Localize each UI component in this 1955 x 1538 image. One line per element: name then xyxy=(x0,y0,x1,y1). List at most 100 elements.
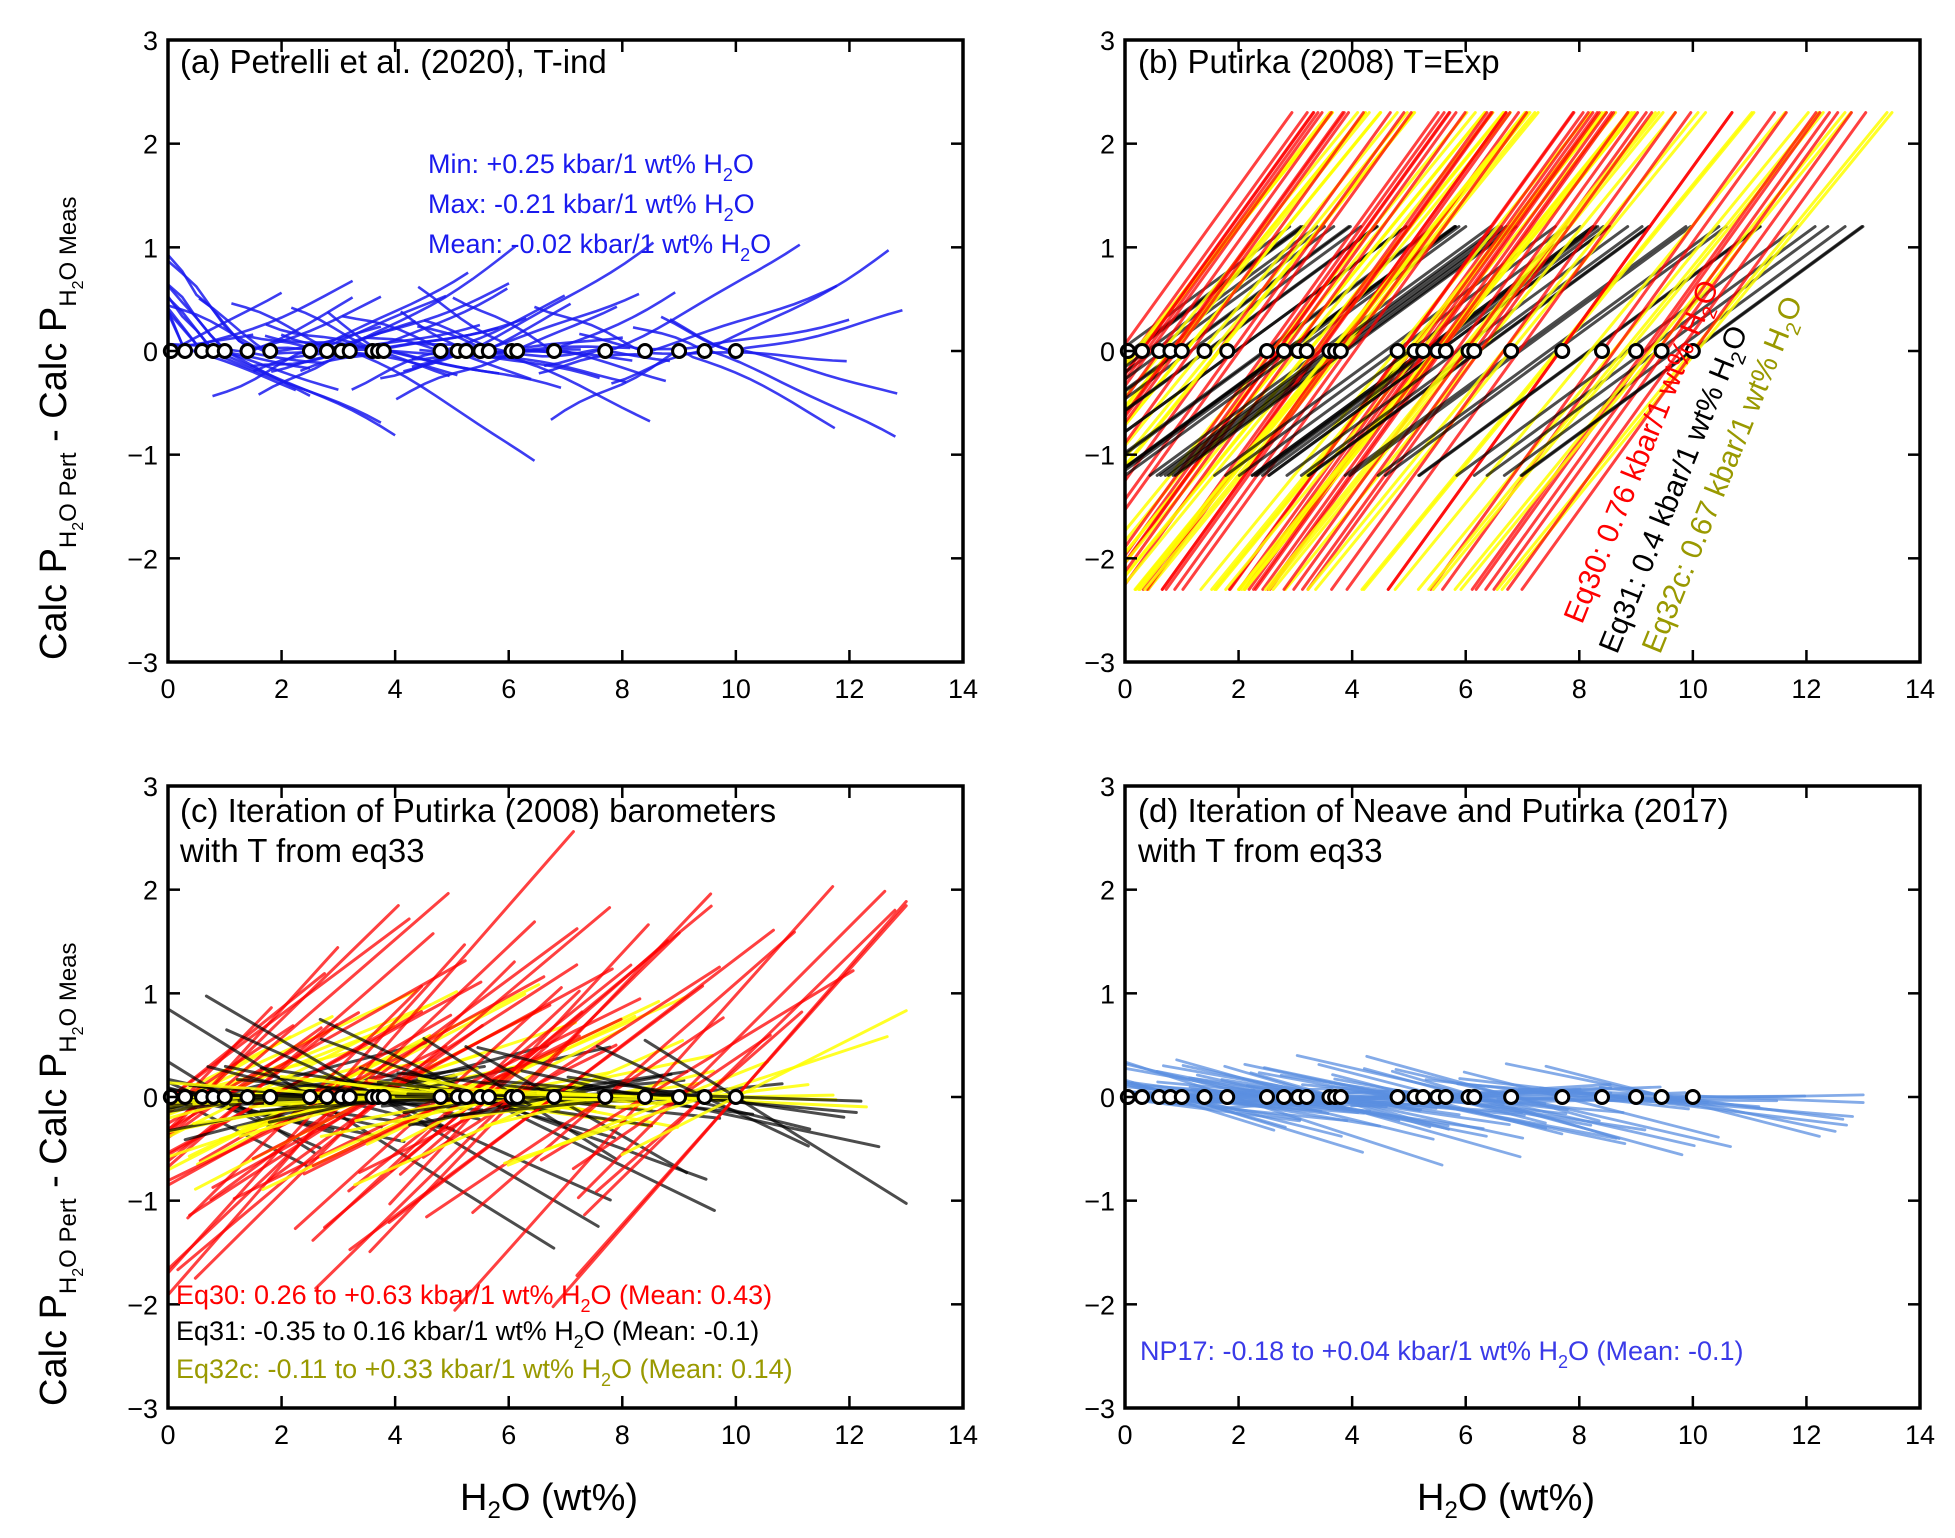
y-tick-label: −3 xyxy=(127,1394,158,1424)
measured-point xyxy=(1554,1089,1571,1105)
series-line xyxy=(211,967,614,1189)
measured-point xyxy=(1503,343,1520,359)
x-tick-label: 8 xyxy=(615,1420,630,1450)
x-tick-label: 0 xyxy=(1117,674,1132,704)
panel-c-annotation-eq31: Eq31: -0.35 to 0.16 kbar/1 wt% H2O (Mean… xyxy=(176,1316,759,1352)
measured-point xyxy=(1219,1089,1236,1105)
measured-point xyxy=(1276,343,1292,359)
measured-point xyxy=(696,1089,713,1105)
series-line xyxy=(1125,1060,1444,1167)
y-tick-label: −2 xyxy=(1084,544,1115,574)
measured-point xyxy=(319,343,335,359)
x-tick-label: 8 xyxy=(615,674,630,704)
measured-point xyxy=(1332,343,1349,359)
measured-point xyxy=(1258,343,1275,359)
series-line xyxy=(575,904,908,1277)
series-line xyxy=(632,249,890,352)
panel-d-title-line1: (d) Iteration of Neave and Putirka (2017… xyxy=(1138,792,1729,829)
x-tick-label: 12 xyxy=(834,674,864,704)
x-tick-label: 10 xyxy=(1678,1420,1708,1450)
x-tick-label: 4 xyxy=(388,1420,403,1450)
measured-point xyxy=(375,1089,392,1105)
x-tick-label: 12 xyxy=(834,1420,864,1450)
measured-point xyxy=(301,1089,318,1105)
y-tick-label: −2 xyxy=(127,1290,158,1320)
series-line xyxy=(1181,111,1529,591)
measured-point xyxy=(1134,1089,1151,1105)
series-line xyxy=(348,984,705,1252)
measured-point xyxy=(1554,343,1571,359)
y-tick-label: 0 xyxy=(143,1083,158,1113)
panel-b-lines xyxy=(1125,111,1894,591)
series-line xyxy=(1506,111,1853,591)
series-line xyxy=(579,332,836,430)
measured-point xyxy=(1298,1089,1315,1105)
y-tick-label: 0 xyxy=(1100,1083,1115,1113)
measured-point xyxy=(239,1089,256,1105)
series-line xyxy=(503,1035,889,1165)
series-line xyxy=(400,1026,627,1143)
x-tick-label: 0 xyxy=(1117,1420,1132,1450)
measured-point xyxy=(177,1089,194,1105)
measured-point xyxy=(319,1089,335,1105)
x-tick-label: 14 xyxy=(948,674,978,704)
x-tick-label: 2 xyxy=(1231,1420,1246,1450)
series-line xyxy=(398,939,669,1176)
measured-point xyxy=(432,343,449,359)
measured-point xyxy=(671,343,688,359)
series-line xyxy=(1125,111,1413,513)
panel-d-annotation-np17: NP17: -0.18 to +0.04 kbar/1 wt% H2O (Mea… xyxy=(1140,1336,1744,1372)
panel-b-markers xyxy=(1119,343,1701,359)
x-tick-label: 14 xyxy=(948,1420,978,1450)
panel-c-annotation-eq30: Eq30: 0.26 to +0.63 kbar/1 wt% H2O (Mean… xyxy=(176,1280,772,1316)
panel-d-markers xyxy=(1119,1089,1701,1105)
panel-d-lines xyxy=(1125,1054,1865,1167)
measured-point xyxy=(1219,343,1236,359)
measured-point xyxy=(1653,1089,1670,1105)
series-line xyxy=(1427,111,1821,591)
y-tick-label: 1 xyxy=(143,233,158,263)
series-line xyxy=(1282,111,1630,591)
measured-point xyxy=(509,343,526,359)
series-line xyxy=(1125,111,1416,468)
y-tick-label: −2 xyxy=(127,544,158,574)
measured-point xyxy=(216,343,233,359)
measured-point xyxy=(727,1089,744,1105)
measured-point xyxy=(301,343,318,359)
measured-point xyxy=(597,343,614,359)
series-line xyxy=(1474,111,1822,591)
measured-point xyxy=(1466,343,1483,359)
x-tick-label: 10 xyxy=(1678,674,1708,704)
y-tick-label: −1 xyxy=(1084,441,1115,471)
measured-point xyxy=(1332,1089,1349,1105)
measured-point xyxy=(262,343,279,359)
measured-point xyxy=(1437,343,1454,359)
y-tick-label: 1 xyxy=(1100,979,1115,1009)
series-line xyxy=(168,1026,323,1140)
x-tick-label: 2 xyxy=(274,1420,289,1450)
measured-point xyxy=(1276,1089,1292,1105)
series-line xyxy=(1263,111,1657,591)
series-line xyxy=(1502,225,1847,477)
panel-b-title: (b) Putirka (2008) T=Exp xyxy=(1138,43,1500,80)
measured-point xyxy=(637,1089,653,1105)
measured-point xyxy=(1503,1089,1520,1105)
measured-point xyxy=(1298,343,1315,359)
series-line xyxy=(610,349,897,438)
panel-c-title-line1: (c) Iteration of Putirka (2008) baromete… xyxy=(180,792,776,829)
measured-point xyxy=(1628,1089,1645,1105)
measured-point xyxy=(1684,1089,1701,1105)
y-tick-label: −1 xyxy=(127,1187,158,1217)
y-tick-label: 2 xyxy=(1100,130,1115,160)
series-line xyxy=(425,1016,725,1219)
x-tick-label: 6 xyxy=(501,674,516,704)
series-line xyxy=(1390,1069,1621,1140)
measured-point xyxy=(1653,343,1670,359)
x-axis-label-right: H2O (wt%) xyxy=(1417,1477,1595,1524)
y-tick-label: −3 xyxy=(127,648,158,678)
